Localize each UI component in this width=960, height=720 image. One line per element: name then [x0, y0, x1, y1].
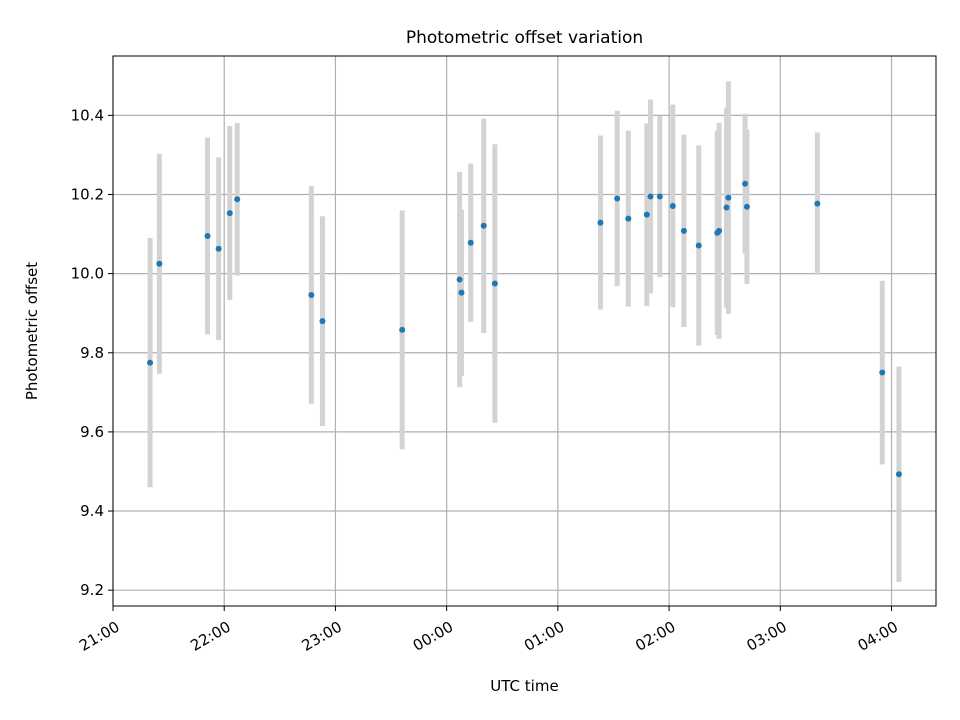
data-point [597, 219, 604, 226]
data-point [723, 204, 730, 211]
data-point [680, 227, 687, 234]
data-point [458, 289, 465, 296]
data-point [643, 211, 650, 218]
chart-title: Photometric offset variation [406, 28, 643, 48]
y-tick-label: 10.2 [71, 185, 104, 203]
data-points [147, 180, 902, 478]
y-axis-label: Photometric offset [23, 262, 41, 400]
data-point [743, 203, 750, 210]
data-point [491, 280, 498, 287]
data-point [669, 202, 676, 209]
data-point [147, 359, 154, 366]
grid-lines [112, 56, 936, 606]
y-tick-label: 9.6 [80, 423, 104, 441]
y-tick-label: 9.8 [80, 344, 104, 362]
y-tick-label: 10.0 [71, 265, 104, 283]
y-axis-ticks: 9.2 9.4 9.6 9.8 10.0 10.2 10.4 [71, 106, 113, 599]
plot-frame [112, 55, 937, 607]
data-point [656, 193, 663, 200]
y-tick-label: 10.4 [71, 106, 104, 124]
data-point [647, 193, 654, 200]
data-point [625, 215, 632, 222]
data-point [467, 239, 474, 246]
data-point [204, 233, 211, 240]
data-point [480, 222, 487, 229]
y-tick-label: 9.4 [80, 502, 104, 520]
data-point [725, 194, 732, 201]
data-point [234, 196, 241, 203]
data-point [879, 369, 886, 376]
data-point [695, 242, 702, 249]
data-point [895, 471, 902, 478]
data-point [319, 318, 326, 325]
x-axis-label: UTC time [490, 677, 558, 695]
data-point [226, 210, 233, 217]
data-point [742, 180, 749, 187]
data-point [814, 200, 821, 207]
y-tick-label: 9.2 [80, 581, 104, 599]
data-point [716, 227, 723, 234]
data-point [399, 326, 406, 333]
data-point [156, 260, 163, 267]
data-point [456, 276, 463, 283]
data-point [308, 291, 315, 298]
data-point [215, 245, 222, 252]
data-point [614, 195, 621, 202]
